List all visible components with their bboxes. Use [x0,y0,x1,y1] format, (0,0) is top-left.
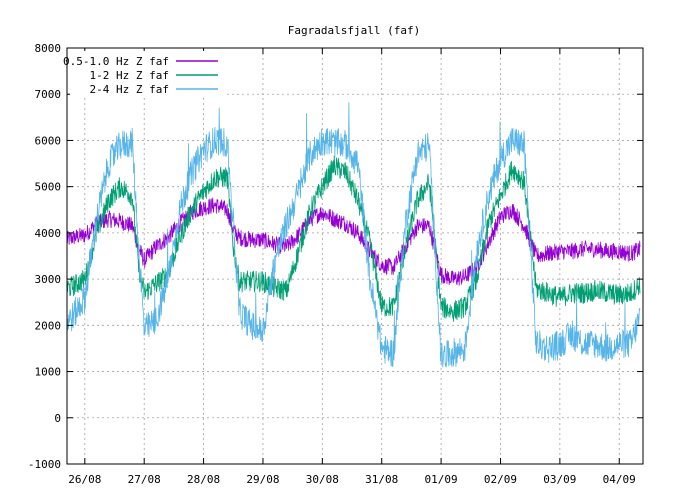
series-layer [66,102,641,368]
y-tick-label: 6000 [35,134,62,147]
y-tick-label: 2000 [35,319,62,332]
axes: -1000 0 1000 2000 3000 4000 5000 6000 7000 8000 26… [28,42,643,486]
plot-frame [66,47,644,465]
y-tick-label: 8000 [35,42,62,55]
y-tick-label: 4000 [35,227,62,240]
x-tick-label: 27/08 [128,473,161,486]
y-tick-label: -1000 [28,458,61,471]
x-tick-label: 02/09 [484,473,517,486]
series-line [66,102,641,368]
x-tick-label: 04/09 [603,473,636,486]
x-tick-label: 30/08 [306,473,339,486]
y-tick-label: 1000 [35,366,62,379]
legend-background [70,51,224,95]
x-tick-label: 01/09 [425,473,458,486]
legend-entry-label: 1-2 Hz Z faf [90,69,169,82]
y-tick-label: 3000 [35,273,62,286]
y-tick-label: 7000 [35,88,62,101]
y-tick-label: 0 [54,412,61,425]
x-tick-label: 31/08 [365,473,398,486]
series-line [66,155,641,322]
x-tick-label: 26/08 [68,473,101,486]
x-tick-label: 03/09 [543,473,576,486]
x-tick-label: 29/08 [246,473,279,486]
legend-entry-label: 2-4 Hz Z faf [90,83,169,96]
y-tick-label: 5000 [35,181,62,194]
grid [67,48,643,464]
x-tick-label: 28/08 [187,473,220,486]
series-line [66,197,641,286]
chart-title: Fagradalsfjall (faf) [288,24,420,37]
legend-entry-label: 0.5-1.0 Hz Z faf [63,55,169,68]
